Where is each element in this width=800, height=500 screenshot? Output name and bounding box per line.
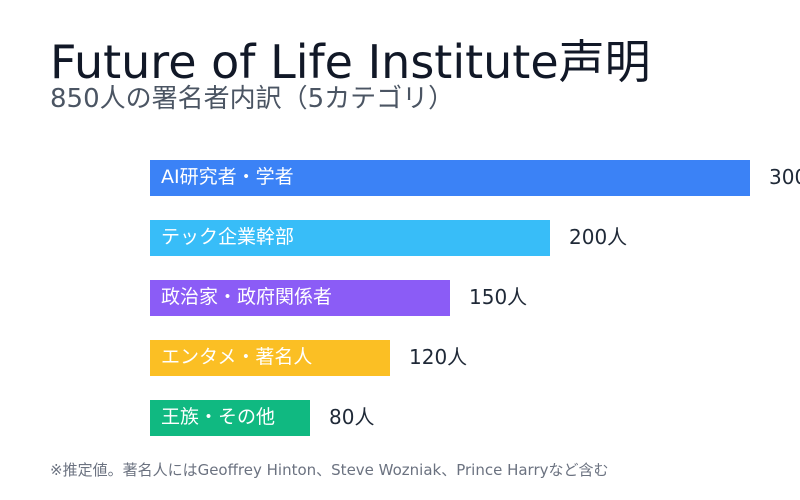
bar-2 <box>150 220 550 256</box>
bar-category-label: 王族・その他 <box>161 406 275 428</box>
bar-1 <box>150 160 750 196</box>
bar-value-label: 120人 <box>409 345 467 369</box>
bar-category-label: 政治家・政府関係者 <box>161 286 332 308</box>
chart-subtitle: 850人の署名者内訳（5カテゴリ） <box>50 84 455 114</box>
bar-value-label: 200人 <box>569 225 627 249</box>
bar-value-label: 150人 <box>469 285 527 309</box>
bar-value-label: 80人 <box>329 405 374 429</box>
bar-5 <box>150 400 310 436</box>
footnote: ※推定値。著名人にはGeoffrey Hinton、Steve Wozniak、… <box>50 461 609 479</box>
bar-category-label: テック企業幹部 <box>161 226 294 248</box>
bar-value-label: 300人 <box>769 165 800 189</box>
chart-title: Future of Life Institute声明 <box>50 35 651 89</box>
bar-4 <box>150 340 390 376</box>
bar-category-label: AI研究者・学者 <box>161 166 294 188</box>
bar-category-label: エンタメ・著名人 <box>161 346 312 368</box>
bar-3 <box>150 280 450 316</box>
